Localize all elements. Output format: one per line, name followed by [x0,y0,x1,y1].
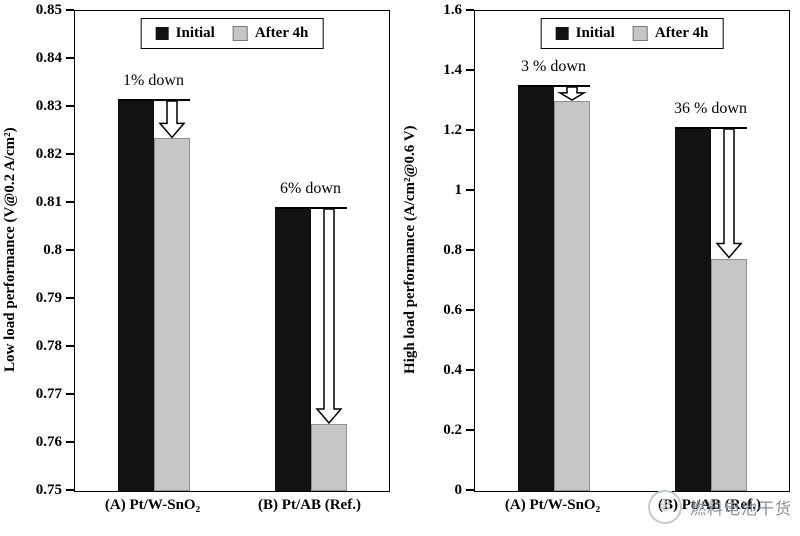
legend-swatch [555,27,569,40]
y-tick-label: 0.6 [443,302,462,318]
y-tick-mark [466,489,474,491]
y-tick-mark [466,189,474,191]
annotation-percent-down: 6% down [280,179,341,197]
y-tick-mark [66,345,74,347]
y-tick-mark [66,441,74,443]
legend-item: After 4h [632,25,709,42]
legend-swatch [232,26,248,41]
y-tick-mark [66,105,74,107]
y-tick-label: 0.84 [35,50,62,66]
plot-area: Initial After 4h 1% down 6% down [74,10,390,492]
legend-label: Initial [575,25,615,41]
y-tick-mark [466,309,474,311]
legend: Initial After 4h [140,18,324,49]
down-arrow-icon [714,128,743,259]
watermark-text: 燃料电池干货 [689,499,792,518]
y-tick-label: 0.81 [35,194,62,210]
y-tick-label: 0.76 [35,434,62,450]
legend-label: Initial [175,25,215,41]
bar-initial [117,99,154,491]
y-tick-mark [66,297,74,299]
down-arrow-icon [157,100,186,139]
legend-label: After 4h [254,25,309,41]
y-tick-label: 0.83 [35,98,62,114]
bar-after-4h [710,258,747,491]
y-tick-mark [66,393,74,395]
chart-high-load: High load performance (A/cm²@0.6 V) Init… [400,0,800,536]
legend-swatch [155,27,169,40]
bar-after-4h [153,138,190,491]
legend-label: After 4h [654,25,709,41]
y-tick-mark [466,369,474,371]
y-tick-mark [66,201,74,203]
y-tick-mark [466,129,474,131]
drop-bracket-line [274,206,347,209]
legend-item: After 4h [232,25,309,42]
annotation-percent-down: 36 % down [674,100,747,117]
bar-initial [517,86,554,491]
y-tick-label: 0.77 [35,386,62,402]
y-tick-mark [466,69,474,71]
legend-item: Initial [555,25,615,42]
y-tick-mark [466,249,474,251]
y-tick-mark [66,9,74,11]
x-category-label: (A) Pt/W-SnO₂ [104,497,201,513]
y-tick-label: 0 [454,482,463,498]
down-arrow-icon [314,208,343,424]
y-tick-label: 0.85 [35,2,62,18]
y-tick-label: 0.4 [443,362,462,378]
chart-low-load: Low load performance (V@0.2 A/cm²) Initi… [2,2,390,513]
y-tick-label: 0.2 [443,422,462,438]
annotation-percent-down: 1% down [123,71,184,89]
snowflake-logo-icon: ❄ [647,490,682,524]
legend-item: Initial [155,25,215,42]
drop-bracket-line [517,85,590,87]
y-tick-label: 0.82 [35,146,62,162]
drop-bracket-line [117,98,190,101]
y-tick-label: 0.78 [35,338,62,354]
bar-after-4h [310,423,347,491]
annotation-percent-down: 3 % down [521,58,586,75]
y-tick-mark [66,57,74,59]
y-tick-label: 0.8 [443,242,462,258]
y-tick-mark [466,9,474,11]
x-category-label: (B) Pt/AB (Ref.) [258,497,361,513]
drop-bracket-line [674,127,747,129]
legend-swatch [632,26,648,41]
y-tick-label: 1.6 [443,2,462,18]
bar-initial [674,128,711,491]
y-tick-label: 1.2 [443,122,462,138]
y-tick-mark [66,489,74,491]
y-tick-label: 1 [454,182,463,198]
y-tick-mark [66,153,74,155]
x-category-label: (A) Pt/W-SnO₂ [504,497,601,513]
y-tick-label: 0.8 [43,242,62,258]
y-tick-label: 0.79 [35,290,62,306]
y-tick-label: 1.4 [443,62,462,78]
plot-area: Initial After 4h 3 % down 36 % down [474,10,790,492]
y-tick-mark [66,249,74,251]
legend: Initial After 4h [540,18,724,49]
bar-initial [274,207,311,491]
watermark: ❄ 燃料电池干货 [647,490,792,524]
x-category-label: (B) Pt/AB (Ref.) [658,497,761,513]
bar-after-4h [553,101,590,491]
y-tick-label: 0.75 [35,482,62,498]
y-tick-mark [466,429,474,431]
down-arrow-icon [556,86,587,101]
